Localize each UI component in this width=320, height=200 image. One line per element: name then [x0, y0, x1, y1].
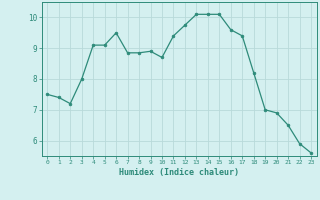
X-axis label: Humidex (Indice chaleur): Humidex (Indice chaleur) [119, 168, 239, 177]
